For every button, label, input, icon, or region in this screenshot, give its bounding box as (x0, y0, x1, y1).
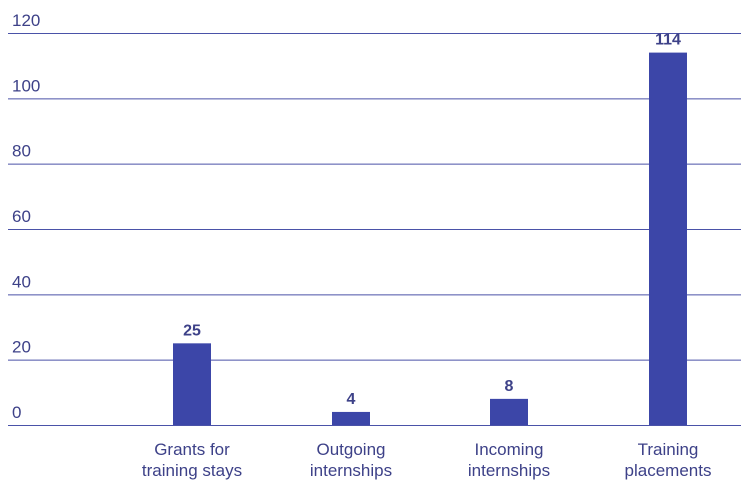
category-label: Training placements (625, 440, 712, 480)
y-tick-label: 120 (12, 11, 40, 30)
bars (173, 52, 687, 425)
category-label-line: Incoming (475, 440, 544, 459)
gridlines (8, 33, 741, 426)
category-label-line: Outgoing (317, 440, 386, 459)
y-tick-label: 0 (12, 403, 21, 422)
data-label: 4 (347, 391, 356, 408)
bar (173, 343, 211, 425)
y-tick-label: 60 (12, 207, 31, 226)
bar (490, 398, 528, 425)
bar (332, 411, 370, 425)
category-label-line: Grants for (154, 440, 230, 459)
category-labels: Grants for training stays Outgoing internsh… (142, 440, 712, 480)
category-label: Incoming internships (468, 440, 550, 480)
data-label: 114 (655, 32, 681, 49)
bar (649, 52, 687, 425)
category-label-line: internships (468, 461, 550, 480)
data-label: 8 (505, 378, 514, 395)
y-tick-label: 80 (12, 142, 31, 161)
y-tick-label: 100 (12, 76, 40, 95)
category-label-line: training stays (142, 461, 242, 480)
category-label: Grants for training stays (142, 440, 242, 480)
category-label: Outgoing internships (310, 440, 392, 480)
category-label-line: placements (625, 461, 712, 480)
y-tick-label: 40 (12, 272, 31, 291)
category-label-line: internships (310, 461, 392, 480)
y-tick-label: 20 (12, 338, 31, 357)
data-label: 25 (183, 322, 201, 339)
data-labels: 25 4 8 114 (183, 32, 681, 408)
category-label-line: Training (638, 440, 699, 459)
y-axis-ticks: 0 20 40 60 80 100 120 (12, 11, 40, 422)
